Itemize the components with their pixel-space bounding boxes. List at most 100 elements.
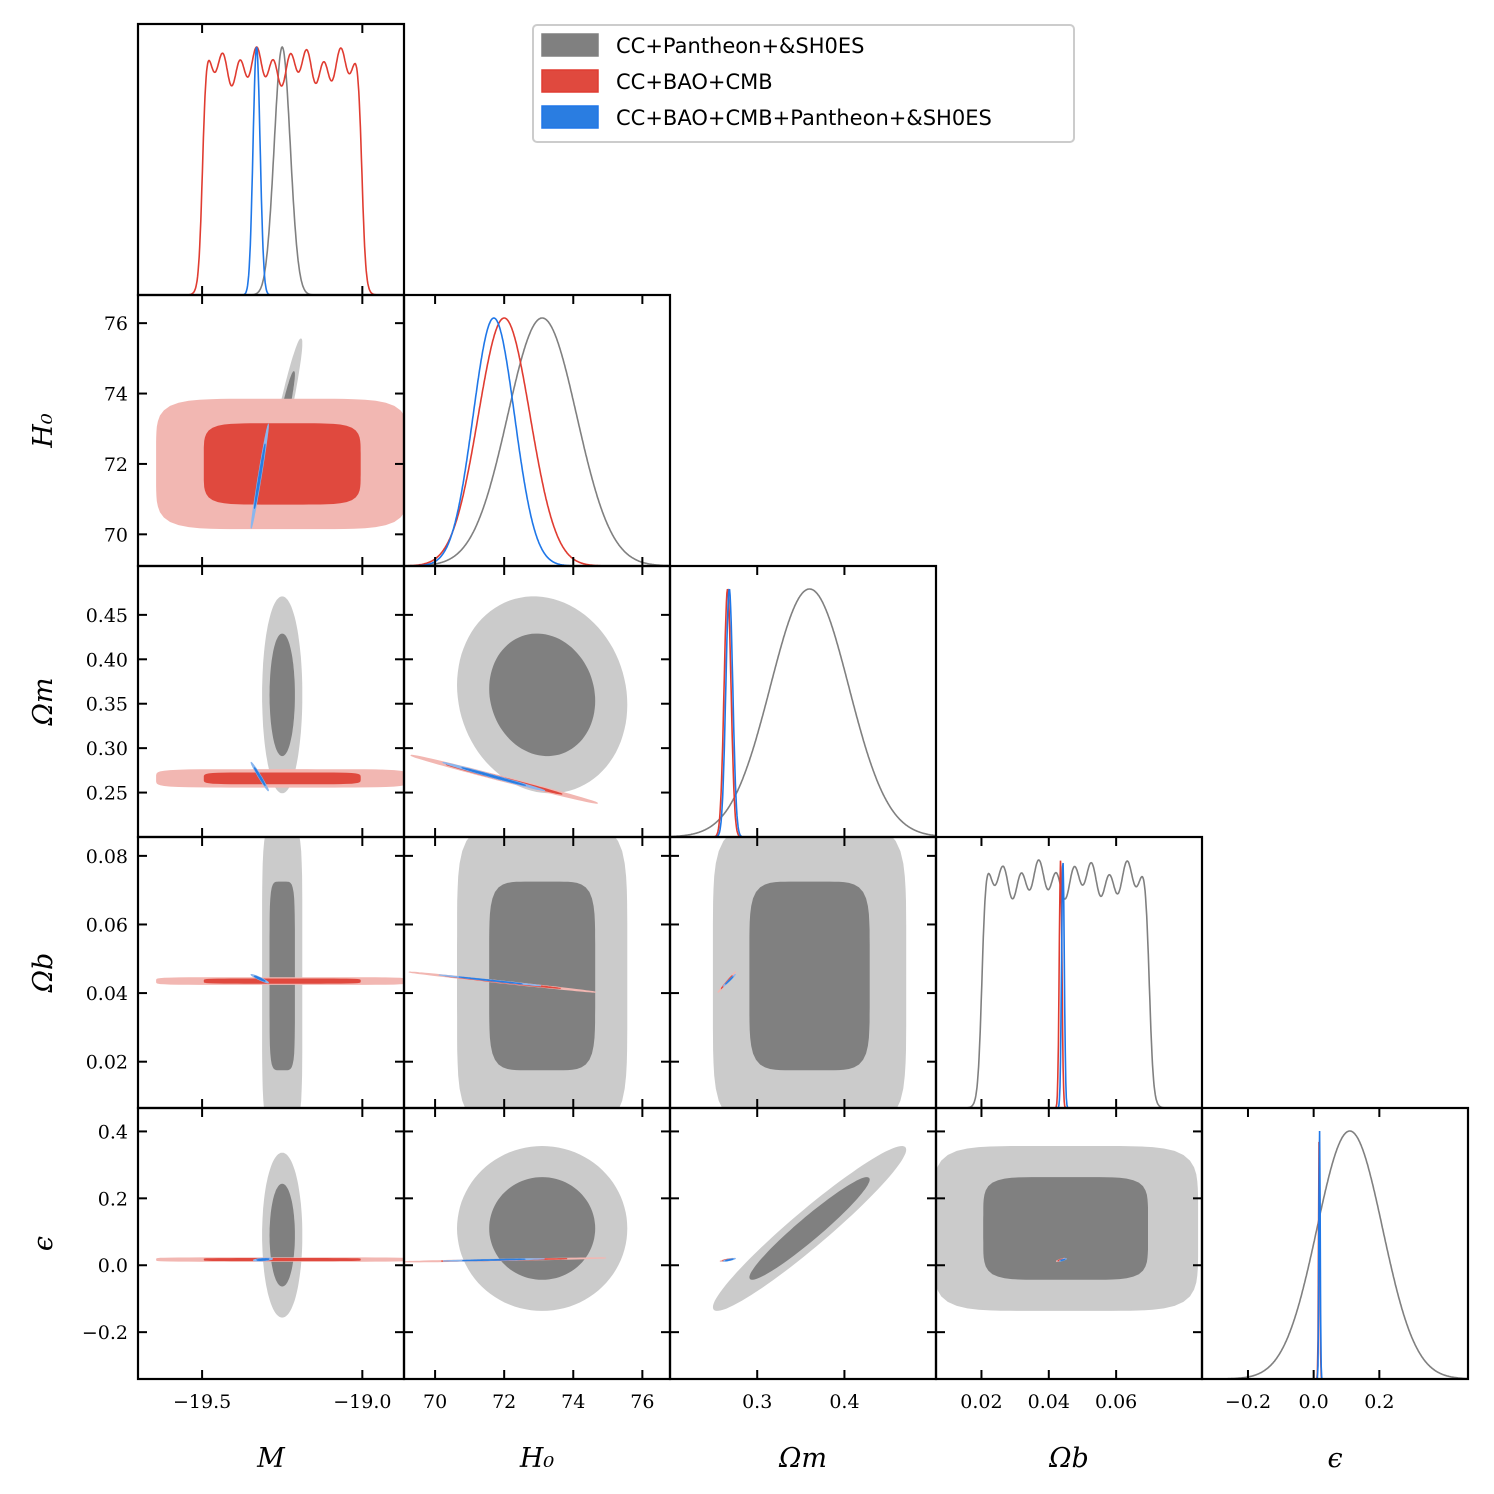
contour-1-M-Ob-1sigma xyxy=(203,978,361,984)
x-tick-label-H0: 74 xyxy=(561,1391,585,1413)
x-axis-label-H0: H₀ xyxy=(519,1443,555,1474)
x-tick-label-Om: 0.4 xyxy=(829,1391,859,1413)
y-tick-label-Ob: 0.06 xyxy=(86,914,128,936)
y-tick-label-H0: 76 xyxy=(104,313,128,335)
panel-M-Om xyxy=(156,596,404,794)
contour-1-M-H0-1sigma xyxy=(203,423,361,505)
y-axis-label-Om: Ωm xyxy=(28,678,59,727)
marginal-M-series-1 xyxy=(138,46,404,295)
y-axis-label-H0: H₀ xyxy=(28,413,59,449)
contour-0-H0-Om-1sigma xyxy=(489,633,596,757)
y-tick-label-eps: −0.2 xyxy=(82,1322,128,1344)
marginal-eps-series-1 xyxy=(1202,1141,1468,1379)
panel-H0-eps xyxy=(404,1145,628,1311)
panel-H0-Ob xyxy=(408,837,628,1108)
legend-label-1: CC+BAO+CMB xyxy=(616,70,773,94)
panel-H0-Om xyxy=(410,596,628,804)
contour-0-H0-Ob-1sigma xyxy=(489,881,596,1071)
y-tick-label-H0: 74 xyxy=(104,384,128,406)
x-axis-label-eps: ϵ xyxy=(1327,1443,1342,1474)
marginal-M-series-2 xyxy=(138,46,404,295)
x-tick-label-Ob: 0.02 xyxy=(960,1391,1002,1413)
x-tick-label-Om: 0.3 xyxy=(742,1391,772,1413)
x-axis-label-M: M xyxy=(256,1443,286,1474)
contour-0-Om-eps-1sigma xyxy=(749,1177,870,1280)
x-tick-label-H0: 70 xyxy=(423,1391,447,1413)
marginal-H0-series-2 xyxy=(404,317,670,566)
legend-label-0: CC+Pantheon+&SH0ES xyxy=(616,34,865,58)
marginal-Om-series-0 xyxy=(670,588,936,837)
frame-Ob-Ob xyxy=(934,835,1204,1110)
panel-Om-eps xyxy=(712,1145,907,1311)
y-tick-label-H0: 70 xyxy=(104,524,128,546)
contour-0-Ob-eps-1sigma xyxy=(983,1177,1148,1280)
y-axis-label-eps: ϵ xyxy=(28,1236,59,1251)
x-tick-label-Ob: 0.04 xyxy=(1028,1391,1070,1413)
panel-eps-eps xyxy=(1202,1130,1468,1379)
legend-swatch-2 xyxy=(541,105,599,129)
y-tick-label-eps: 0.0 xyxy=(98,1255,128,1277)
x-tick-label-M: −19.0 xyxy=(333,1391,391,1413)
marginal-H0-series-0 xyxy=(404,317,670,566)
frame-H0-H0 xyxy=(402,293,672,568)
x-tick-label-eps: 0.2 xyxy=(1364,1391,1394,1413)
y-tick-label-Om: 0.40 xyxy=(86,649,128,671)
legend-box xyxy=(532,24,1075,143)
marginal-Ob-series-2 xyxy=(936,862,1202,1108)
panel-Ob-eps xyxy=(936,1146,1199,1311)
y-tick-label-Om: 0.45 xyxy=(86,605,128,627)
marginal-Om-series-2 xyxy=(670,588,936,837)
contour-0-H0-eps-1sigma xyxy=(489,1177,596,1280)
contour-0-M-eps-1sigma xyxy=(269,1183,295,1287)
x-axis-label-Om: Ωm xyxy=(778,1443,827,1474)
y-tick-label-Ob: 0.08 xyxy=(86,846,128,868)
panel-Om-Om xyxy=(670,588,936,837)
legend-label-2: CC+BAO+CMB+Pantheon+&SH0ES xyxy=(616,106,992,130)
x-tick-label-Ob: 0.06 xyxy=(1095,1391,1137,1413)
contour-2-M-eps-1sigma xyxy=(255,1258,270,1261)
panel-M-eps xyxy=(156,1152,404,1318)
marginal-Ob-series-1 xyxy=(936,860,1202,1108)
contour-1-M-eps-1sigma xyxy=(203,1258,361,1262)
marginal-Om-series-1 xyxy=(670,588,936,837)
y-tick-label-H0: 72 xyxy=(104,454,128,476)
y-axis-label-Ob: Ωb xyxy=(28,953,59,994)
panel-M-M xyxy=(138,45,404,295)
panel-M-Ob xyxy=(156,837,404,1108)
contour-2-H0-eps-1sigma xyxy=(462,1258,526,1262)
contour-2-Ob-eps-1sigma xyxy=(1060,1258,1066,1262)
legend-swatch-1 xyxy=(541,69,599,93)
y-tick-label-Om: 0.35 xyxy=(86,694,128,716)
marginal-eps-series-2 xyxy=(1202,1130,1468,1379)
legend-swatch-0 xyxy=(541,33,599,57)
x-tick-label-eps: −0.2 xyxy=(1225,1391,1271,1413)
marginal-M-series-0 xyxy=(138,45,404,295)
contour-2-M-Ob-1sigma xyxy=(253,975,266,982)
contour-2-H0-Om-1sigma xyxy=(461,767,526,786)
y-tick-label-Ob: 0.04 xyxy=(86,983,128,1005)
contour-2-Om-Ob-1sigma xyxy=(725,976,734,985)
y-tick-label-Om: 0.30 xyxy=(86,738,128,760)
x-tick-label-H0: 72 xyxy=(492,1391,516,1413)
y-tick-label-eps: 0.2 xyxy=(98,1188,128,1210)
x-axis-label-Ob: Ωb xyxy=(1048,1443,1089,1474)
contour-0-Om-Ob-1sigma xyxy=(749,881,870,1071)
x-tick-label-M: −19.5 xyxy=(173,1391,231,1413)
contour-2-H0-Ob-1sigma xyxy=(458,976,524,985)
marginal-eps-series-0 xyxy=(1202,1130,1468,1379)
legend: CC+Pantheon+&SH0ES CC+BAO+CMB CC+BAO+CMB+P… xyxy=(532,24,1075,143)
x-tick-label-eps: 0.0 xyxy=(1299,1391,1329,1413)
panel-Ob-Ob xyxy=(936,859,1202,1108)
contour-2-M-Om-1sigma xyxy=(253,767,266,786)
y-tick-label-Ob: 0.02 xyxy=(86,1052,128,1074)
contour-2-M-H0-1sigma xyxy=(253,443,266,510)
frame-Om-Om xyxy=(668,564,938,839)
contour-2-Om-eps-1sigma xyxy=(725,1258,734,1262)
contour-0-M-Om-1sigma xyxy=(269,633,295,757)
panel-H0-H0 xyxy=(404,317,670,566)
contour-1-M-Om-1sigma xyxy=(203,772,361,785)
y-tick-label-eps: 0.4 xyxy=(98,1121,128,1143)
y-tick-label-Om: 0.25 xyxy=(86,783,128,805)
panel-Om-Ob xyxy=(712,837,907,1108)
